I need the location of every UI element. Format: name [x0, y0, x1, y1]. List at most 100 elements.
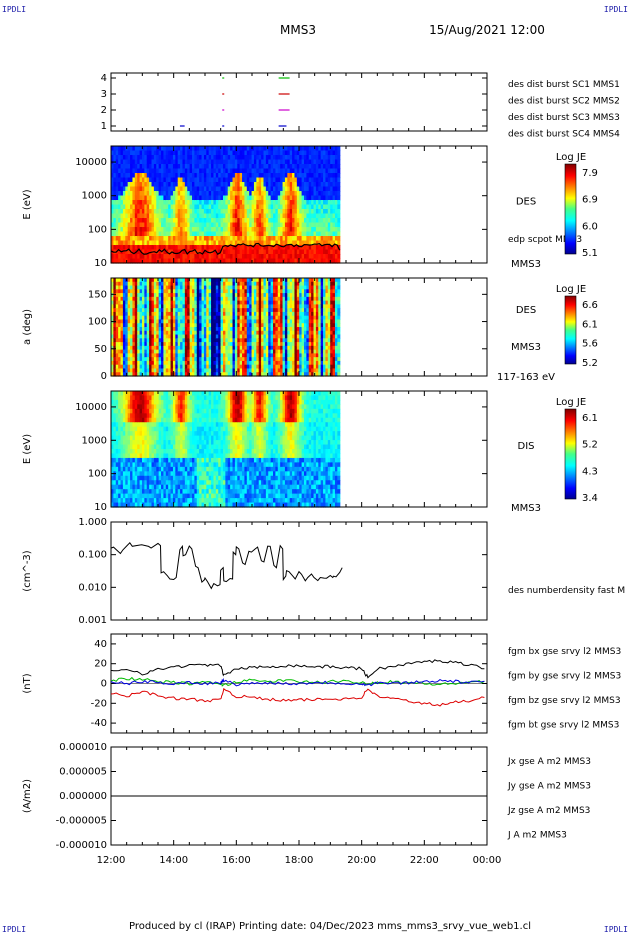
- des-energy-pixel: [122, 195, 126, 201]
- des-pitch-pixel: [268, 315, 272, 321]
- des-pitch-pixel: [120, 308, 124, 313]
- des-energy-pixel: [182, 254, 186, 260]
- des-pitch-pixel: [130, 364, 134, 370]
- des-energy-pixel: [270, 240, 274, 246]
- des-energy-pixel: [165, 155, 169, 161]
- des-energy-pixel: [320, 168, 324, 174]
- des-pitch-pixel: [311, 360, 315, 366]
- des-energy-pixel: [256, 254, 260, 260]
- des-energy-pixel: [151, 150, 155, 156]
- des-pitch-pixel: [301, 281, 305, 287]
- des-energy-pixel: [334, 236, 338, 242]
- des-energy-pixel: [308, 240, 312, 246]
- des-pitch-pixel: [261, 300, 265, 305]
- des-pitch-pixel: [208, 285, 212, 290]
- des-pitch-pixel: [239, 338, 243, 343]
- des-pitch-pixel: [323, 285, 327, 290]
- des-energy-pixel: [220, 195, 224, 201]
- des-energy-pixel: [332, 159, 336, 165]
- des-energy-pixel: [120, 254, 124, 260]
- des-energy-pixel: [246, 218, 250, 224]
- des-energy-pixel: [325, 227, 329, 233]
- des-pitch-pixel: [192, 360, 195, 366]
- des-energy-pixel: [194, 155, 198, 161]
- des-pitch-pixel: [277, 285, 281, 290]
- des-pitch-pixel: [296, 300, 300, 305]
- des-pitch-pixel: [184, 300, 188, 305]
- des-energy-pixel: [168, 168, 172, 174]
- des-energy-pixel: [215, 177, 219, 183]
- des-energy-pixel: [284, 191, 288, 197]
- des-pitch-pixel: [218, 349, 222, 354]
- des-energy-pixel: [225, 155, 229, 161]
- des-pitch-pixel: [239, 285, 243, 290]
- des-energy-pixel: [189, 218, 193, 224]
- des-energy-pixel: [275, 155, 279, 161]
- des-energy-pixel: [187, 155, 191, 161]
- des-energy-pixel: [187, 227, 191, 233]
- des-pitch-pixel: [187, 281, 191, 287]
- des-pitch-pixel: [161, 289, 165, 294]
- des-pitch-pixel: [280, 304, 284, 309]
- des-pitch-pixel: [201, 345, 205, 351]
- des-energy-pixel: [273, 204, 277, 210]
- des-energy-pixel: [311, 204, 315, 210]
- des-pitch-pixel: [303, 368, 307, 373]
- des-energy-pixel: [251, 177, 255, 183]
- des-energy-pixel: [327, 254, 331, 260]
- des-pitch-pixel: [292, 360, 296, 366]
- des-pitch-pixel: [122, 345, 126, 351]
- des-pitch-pixel: [265, 281, 269, 287]
- des-pitch-pixel: [172, 342, 176, 347]
- des-energy-pixel: [232, 168, 236, 174]
- des-energy-ylabel: E (eV): [22, 189, 33, 219]
- des-energy-pixel: [234, 245, 238, 251]
- des-pitch-pixel: [141, 338, 145, 343]
- des-pitch-pixel: [134, 296, 138, 302]
- des-pitch-pixel: [299, 372, 303, 377]
- des-pitch-pixel: [296, 304, 300, 309]
- des-pitch-pixel: [203, 357, 207, 362]
- des-energy-pixel: [246, 168, 250, 174]
- des-energy-pixel: [203, 236, 207, 242]
- des-pitch-pixel: [277, 353, 281, 358]
- des-energy-pixel: [158, 159, 162, 165]
- des-energy-pixel: [156, 209, 160, 215]
- des-pitch-pixel: [284, 323, 288, 328]
- des-pitch-pixel: [303, 360, 307, 366]
- des-pitch-pixel: [282, 368, 286, 373]
- des-energy-pixel: [156, 204, 160, 210]
- des-pitch-pixel: [320, 281, 324, 287]
- des-pitch-pixel: [320, 311, 324, 317]
- des-pitch-pixel: [273, 342, 277, 347]
- des-pitch-pixel: [158, 278, 162, 283]
- des-energy-pixel: [180, 182, 184, 188]
- des-energy-pixel: [132, 177, 136, 183]
- des-energy-pixel: [289, 258, 293, 264]
- des-energy-pixel: [275, 222, 279, 228]
- des-pitch-pixel: [151, 338, 155, 343]
- des-energy-pixel: [313, 254, 317, 260]
- des-pitch-pixel: [196, 345, 200, 351]
- des-energy-pixel: [270, 173, 274, 179]
- des-energy-pixel: [222, 258, 226, 264]
- des-pitch-pixel: [208, 300, 212, 305]
- des-energy-pixel: [130, 164, 134, 170]
- des-energy-pixel: [275, 195, 279, 201]
- des-pitch-pixel: [213, 319, 217, 324]
- des-pitch-pixel: [165, 372, 169, 377]
- des-energy-pixel: [330, 240, 334, 246]
- des-pitch-pixel: [320, 327, 324, 332]
- des-pitch-pixel: [294, 315, 298, 321]
- des-pitch-pixel: [237, 360, 241, 366]
- des-energy-pixel: [184, 186, 188, 192]
- des-energy-pixel: [263, 173, 267, 179]
- des-energy-pixel: [318, 227, 322, 233]
- des-energy-pixel: [239, 155, 243, 161]
- des-energy-pixel: [237, 236, 241, 242]
- des-energy-pixel: [330, 195, 334, 201]
- des-energy-pixel: [230, 200, 234, 206]
- des-pitch-pixel: [323, 360, 327, 366]
- des-energy-pixel: [244, 200, 248, 206]
- des-energy-pixel: [337, 227, 341, 233]
